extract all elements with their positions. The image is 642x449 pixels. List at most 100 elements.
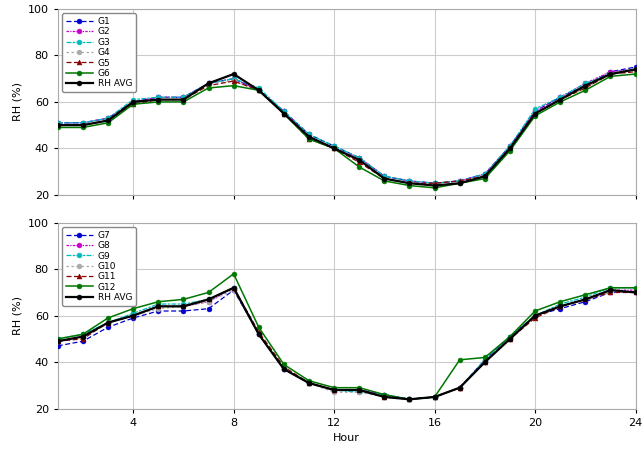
G8 <box>129 313 137 318</box>
G10 <box>230 287 238 293</box>
G7 <box>305 380 313 386</box>
G7 <box>582 299 589 304</box>
G1 <box>456 178 464 184</box>
G2 <box>406 178 413 184</box>
G10 <box>104 320 112 326</box>
G10 <box>632 290 639 295</box>
G7 <box>205 306 213 312</box>
G9 <box>632 285 639 291</box>
G9 <box>155 301 162 307</box>
G6 <box>129 101 137 107</box>
G9 <box>205 297 213 302</box>
G2 <box>632 67 639 72</box>
G11 <box>481 360 489 365</box>
G6 <box>356 164 363 170</box>
G5 <box>129 101 137 107</box>
G1 <box>54 120 62 126</box>
G2 <box>155 95 162 100</box>
G6 <box>305 136 313 142</box>
G2 <box>330 145 338 151</box>
G2 <box>356 155 363 160</box>
G7 <box>531 313 539 318</box>
G8 <box>632 287 639 293</box>
RH AVG <box>431 183 438 188</box>
G9 <box>230 285 238 291</box>
G3 <box>330 143 338 149</box>
RH AVG <box>230 285 238 291</box>
G9 <box>305 380 313 386</box>
RH AVG <box>330 387 338 393</box>
G11 <box>79 336 87 342</box>
RH AVG <box>230 71 238 77</box>
G3 <box>481 171 489 176</box>
G12 <box>506 334 514 339</box>
G9 <box>255 331 263 337</box>
G9 <box>79 331 87 337</box>
G5 <box>305 136 313 142</box>
G4 <box>54 123 62 128</box>
G7 <box>406 396 413 402</box>
G2 <box>557 95 564 100</box>
RH AVG <box>506 145 514 151</box>
G10 <box>381 394 388 400</box>
G9 <box>381 392 388 397</box>
G9 <box>557 301 564 307</box>
G4 <box>305 134 313 140</box>
G4 <box>632 69 639 75</box>
G4 <box>381 176 388 181</box>
G7 <box>481 357 489 362</box>
G9 <box>180 301 187 307</box>
G5 <box>104 118 112 123</box>
G5 <box>506 145 514 151</box>
RH AVG <box>381 176 388 181</box>
RH AVG <box>155 304 162 309</box>
G8 <box>456 385 464 390</box>
RH AVG <box>582 83 589 88</box>
G11 <box>305 380 313 386</box>
G10 <box>330 390 338 395</box>
G7 <box>255 331 263 337</box>
G10 <box>356 390 363 395</box>
RH AVG <box>255 331 263 337</box>
G8 <box>280 366 288 372</box>
Line: G12: G12 <box>55 271 638 402</box>
RH AVG <box>305 134 313 140</box>
G6 <box>230 83 238 88</box>
G12 <box>54 336 62 342</box>
Line: RH AVG: RH AVG <box>55 286 638 402</box>
G12 <box>356 385 363 390</box>
Line: G5: G5 <box>55 69 638 185</box>
RH AVG <box>456 180 464 186</box>
G12 <box>155 299 162 304</box>
G2 <box>230 76 238 81</box>
RH AVG <box>531 313 539 318</box>
G1 <box>582 83 589 88</box>
G7 <box>129 315 137 321</box>
G9 <box>431 394 438 400</box>
RH AVG <box>180 97 187 102</box>
G8 <box>79 334 87 339</box>
G10 <box>531 313 539 318</box>
G6 <box>205 85 213 91</box>
G5 <box>205 83 213 88</box>
G7 <box>79 339 87 344</box>
RH AVG <box>481 174 489 179</box>
G3 <box>305 132 313 137</box>
G6 <box>255 88 263 93</box>
G6 <box>506 148 514 154</box>
G4 <box>129 99 137 105</box>
G7 <box>54 343 62 348</box>
G10 <box>54 339 62 344</box>
G11 <box>381 394 388 400</box>
RH AVG <box>607 287 614 293</box>
RH AVG <box>406 180 413 186</box>
G7 <box>381 392 388 397</box>
G10 <box>456 385 464 390</box>
G6 <box>54 125 62 130</box>
G1 <box>557 95 564 100</box>
G9 <box>330 387 338 393</box>
RH AVG <box>129 313 137 318</box>
G7 <box>557 306 564 312</box>
G12 <box>180 297 187 302</box>
Y-axis label: RH (%): RH (%) <box>12 83 22 121</box>
